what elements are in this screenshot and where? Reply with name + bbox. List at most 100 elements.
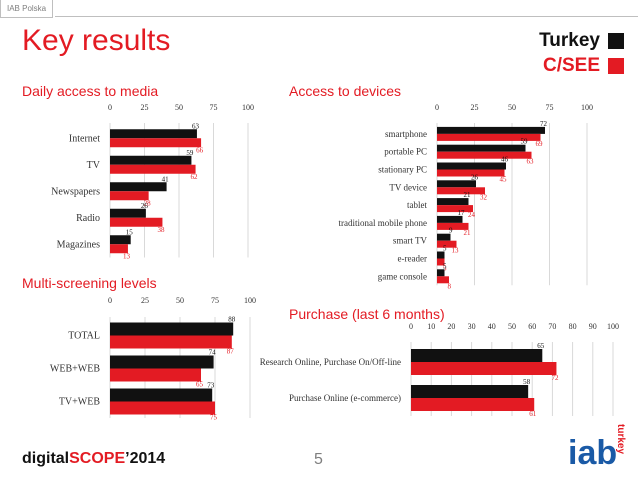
devices-data-label-turkey: 46: [501, 156, 509, 164]
daily-category-label: Radio: [76, 213, 100, 224]
devices-data-label-turkey: 5: [443, 245, 447, 253]
devices-bar-csee: [437, 258, 445, 266]
devices-category-label: tablet: [407, 200, 427, 210]
multi-tick-label: 75: [211, 296, 219, 305]
devices-data-label-csee: 63: [527, 158, 535, 166]
daily-bar-csee: [110, 244, 128, 254]
purchase-bar-turkey: [411, 385, 529, 398]
multi-tick-label: 50: [176, 296, 184, 305]
devices-data-label-csee: 13: [452, 247, 460, 255]
devices-bar-csee: [437, 187, 485, 195]
devices-category-label: smartphone: [385, 129, 427, 139]
page-number: 5: [314, 451, 323, 468]
purchase-data-label-csee: 72: [551, 374, 559, 382]
multi-bar-csee: [110, 401, 215, 415]
devices-category-label: game console: [378, 271, 427, 281]
devices-tick-label: 75: [546, 103, 554, 112]
daily-bar-turkey: [110, 235, 131, 245]
devices-data-label-turkey: 26: [471, 173, 479, 181]
devices-tick-label: 50: [508, 103, 516, 112]
brand-year: ’2014: [125, 450, 166, 467]
devices-category-label: TV device: [389, 182, 427, 192]
devices-tick-label: 25: [471, 103, 479, 112]
devices-category-label: traditional mobile phone: [339, 218, 427, 228]
device-access-title: Access to devices: [289, 83, 402, 99]
multi-data-label-csee: 87: [227, 348, 235, 356]
legend-label-turkey: Turkey: [539, 30, 600, 51]
legend-item-csee: C/SEE: [543, 55, 624, 77]
daily-category-label: Magazines: [57, 239, 100, 250]
devices-bar-turkey: [437, 144, 526, 152]
devices-tick-label: 0: [435, 103, 439, 112]
brand-scope: SCOPE: [69, 450, 126, 467]
purchase-category-label: Research Online, Purchase On/Off-line: [260, 357, 401, 367]
devices-data-label-turkey: 59: [521, 138, 529, 146]
brand-prefix: digital: [22, 450, 70, 467]
purchase-tick-label: 40: [488, 322, 496, 331]
devices-bar-csee: [437, 240, 457, 248]
daily-data-label-csee: 28: [144, 199, 152, 207]
daily-bar-turkey: [110, 208, 146, 218]
devices-bar-turkey: [437, 126, 545, 134]
daily-bar-csee: [110, 138, 202, 148]
iab-logo-text: iab: [568, 434, 617, 470]
daily-tick-label: 50: [175, 103, 183, 112]
devices-bar-turkey: [437, 198, 469, 206]
legend-item-turkey: Turkey: [539, 30, 624, 52]
devices-data-label-csee: 21: [464, 229, 472, 237]
devices-data-label-csee: 45: [500, 176, 508, 184]
iab-logo: iab turkey: [568, 424, 626, 470]
multi-data-label-turkey: 88: [228, 316, 236, 324]
daily-tick-label: 75: [210, 103, 218, 112]
legend-swatch-turkey: [608, 33, 624, 49]
multi-data-label-turkey: 73: [207, 382, 215, 390]
multi-bar-turkey: [110, 355, 214, 369]
multi-bar-turkey: [110, 322, 234, 336]
purchase-bar-turkey: [411, 349, 543, 362]
purchase-tick-label: 70: [548, 322, 556, 331]
devices-bar-csee: [437, 133, 541, 141]
purchase-title: Purchase (last 6 months): [289, 306, 445, 322]
multi-data-label-turkey: 74: [209, 349, 217, 357]
devices-bar-turkey: [437, 180, 476, 188]
multi-data-label-csee: 75: [210, 414, 218, 422]
daily-tick-label: 25: [141, 103, 149, 112]
daily-data-label-turkey: 15: [126, 228, 134, 236]
purchase-tick-label: 90: [589, 322, 597, 331]
devices-data-label-csee: 8: [448, 282, 452, 290]
purchase-data-label-turkey: 65: [537, 342, 545, 350]
purchase-tick-label: 20: [447, 322, 455, 331]
devices-bar-turkey: [437, 269, 445, 277]
devices-bar-turkey: [437, 251, 445, 259]
daily-bar-csee: [110, 217, 163, 227]
devices-category-label: e-reader: [398, 254, 427, 264]
daily-bar-csee: [110, 164, 196, 174]
devices-bar-csee: [437, 151, 532, 159]
devices-category-label: smart TV: [393, 236, 428, 246]
multi-tick-label: 0: [108, 296, 112, 305]
devices-bar-turkey: [437, 215, 463, 223]
source-tag: IAB Polska: [0, 0, 54, 18]
devices-category-label: stationary PC: [378, 165, 427, 175]
daily-data-label-turkey: 26: [141, 202, 149, 210]
daily-data-label-csee: 13: [123, 252, 131, 260]
daily-data-label-turkey: 41: [162, 175, 170, 183]
devices-bar-turkey: [437, 233, 451, 241]
purchase-bar-csee: [411, 398, 535, 411]
daily-data-label-csee: 62: [191, 173, 199, 181]
daily-data-label-turkey: 59: [186, 149, 194, 157]
devices-bar-csee: [437, 276, 449, 284]
devices-data-label-csee: 32: [480, 193, 488, 201]
purchase-tick-label: 50: [508, 322, 516, 331]
purchase-bar-csee: [411, 362, 557, 375]
daily-category-label: Internet: [69, 133, 100, 144]
multi-bar-turkey: [110, 388, 213, 402]
purchase-category-label: Purchase Online (e-commerce): [289, 393, 401, 403]
daily-tick-label: 100: [242, 103, 254, 112]
page-title: Key results: [22, 24, 171, 57]
multi-bar-csee: [110, 368, 201, 382]
devices-category-label: portable PC: [384, 147, 427, 157]
footer-brand: digitalSCOPE’2014: [22, 450, 165, 468]
